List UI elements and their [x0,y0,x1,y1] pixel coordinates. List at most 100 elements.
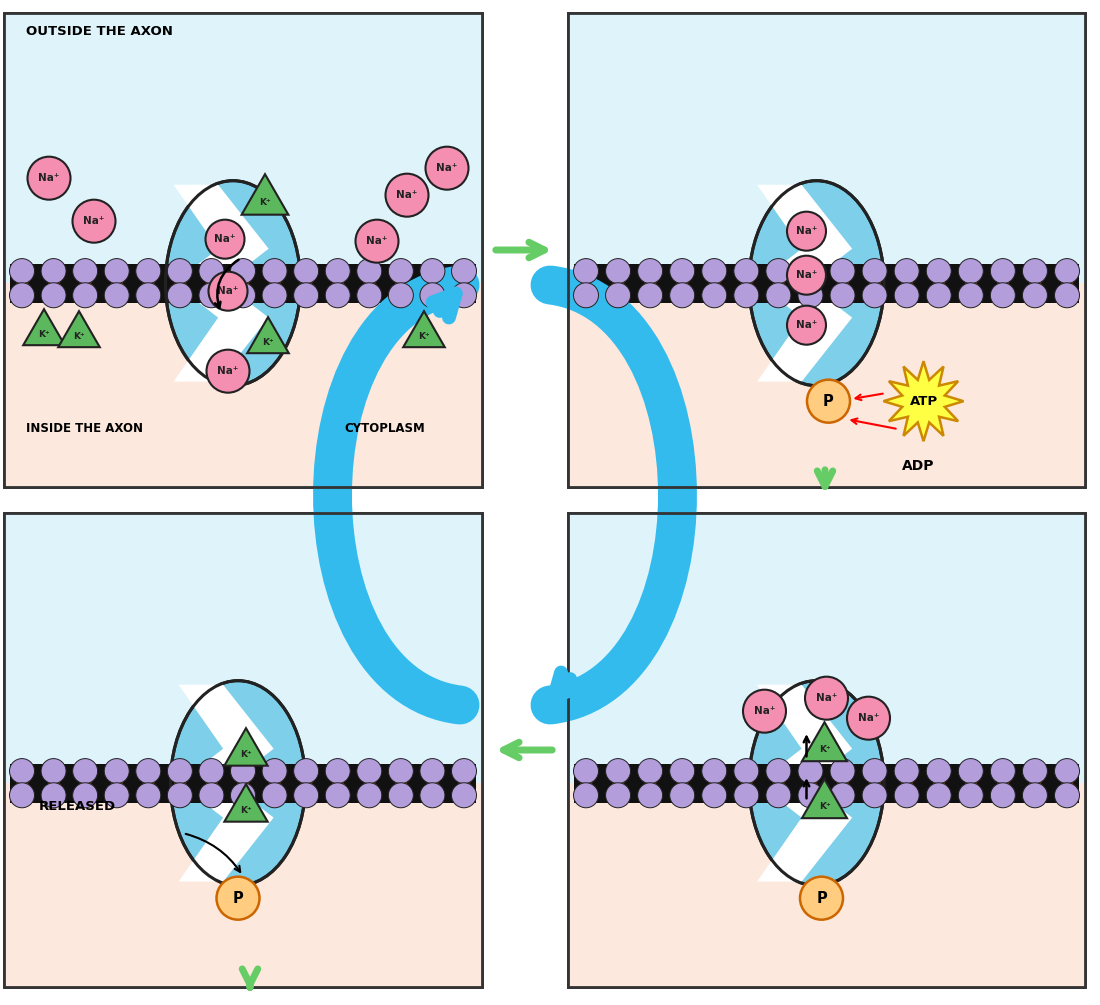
Circle shape [638,258,662,283]
Circle shape [958,783,983,808]
Circle shape [702,759,727,784]
Circle shape [41,759,66,784]
Polygon shape [802,779,847,818]
Circle shape [104,783,129,808]
Circle shape [734,759,759,784]
Circle shape [807,380,850,423]
Circle shape [638,282,662,308]
Circle shape [41,258,66,283]
Circle shape [786,255,826,294]
Circle shape [451,258,476,283]
Circle shape [388,783,414,808]
Circle shape [798,759,823,784]
Text: K⁺: K⁺ [74,332,85,341]
Circle shape [990,282,1015,308]
Circle shape [104,759,129,784]
Circle shape [451,282,476,308]
Circle shape [1022,282,1047,308]
Circle shape [894,258,920,283]
Text: Na⁺: Na⁺ [396,190,418,200]
Circle shape [670,783,695,808]
Circle shape [199,282,224,308]
Text: Na⁺: Na⁺ [84,216,104,226]
Circle shape [262,759,287,784]
Circle shape [766,282,791,308]
Circle shape [388,258,414,283]
Circle shape [958,282,983,308]
Circle shape [1055,759,1079,784]
Circle shape [388,759,414,784]
Bar [10,764,476,803]
Bar [4,783,482,987]
Text: Na⁺: Na⁺ [795,321,817,331]
Circle shape [388,282,414,308]
Circle shape [199,258,224,283]
Circle shape [104,258,129,283]
Circle shape [355,220,398,262]
Circle shape [207,350,250,393]
Circle shape [702,258,727,283]
Circle shape [847,696,890,740]
Circle shape [209,271,248,311]
Circle shape [385,174,429,217]
Text: Na⁺: Na⁺ [366,236,387,246]
Circle shape [231,258,255,283]
Circle shape [326,282,350,308]
Text: CYTOPLASM: CYTOPLASM [344,422,425,435]
Circle shape [420,258,444,283]
Circle shape [990,759,1015,784]
Text: K⁺: K⁺ [260,198,271,207]
Text: K⁺: K⁺ [818,745,830,754]
Bar [568,513,1085,783]
Circle shape [606,258,630,283]
Bar [568,13,1085,283]
Circle shape [926,759,952,784]
Text: ADP: ADP [902,459,935,473]
Circle shape [356,258,382,283]
Text: RELEASED: RELEASED [39,800,117,813]
Circle shape [104,282,129,308]
Circle shape [10,759,34,784]
Polygon shape [23,310,65,345]
Circle shape [573,258,598,283]
Circle shape [231,282,255,308]
Circle shape [167,783,192,808]
Polygon shape [248,318,289,353]
Circle shape [638,759,662,784]
Circle shape [73,783,98,808]
Circle shape [217,876,260,920]
Circle shape [135,759,161,784]
Bar [574,764,1079,803]
Circle shape [766,759,791,784]
Circle shape [990,258,1015,283]
Text: Na⁺: Na⁺ [816,693,837,703]
Circle shape [41,783,66,808]
Circle shape [10,258,34,283]
Circle shape [10,783,34,808]
Circle shape [294,783,319,808]
Circle shape [798,783,823,808]
Circle shape [135,258,161,283]
Polygon shape [404,312,444,347]
Circle shape [573,783,598,808]
Text: K⁺: K⁺ [818,802,830,811]
Circle shape [862,258,887,283]
Circle shape [73,258,98,283]
Circle shape [894,783,920,808]
Text: Na⁺: Na⁺ [754,707,776,717]
Circle shape [451,759,476,784]
Text: K⁺: K⁺ [240,806,252,815]
Circle shape [135,282,161,308]
Text: OUTSIDE THE AXON: OUTSIDE THE AXON [26,25,173,38]
Circle shape [798,258,823,283]
Circle shape [734,282,759,308]
Text: Na⁺: Na⁺ [39,173,59,183]
Text: ATP: ATP [910,395,937,408]
Circle shape [670,282,695,308]
Bar [568,283,1085,487]
Text: Na⁺: Na⁺ [437,163,458,173]
Circle shape [862,282,887,308]
Circle shape [702,783,727,808]
Circle shape [830,258,855,283]
Polygon shape [224,784,267,822]
